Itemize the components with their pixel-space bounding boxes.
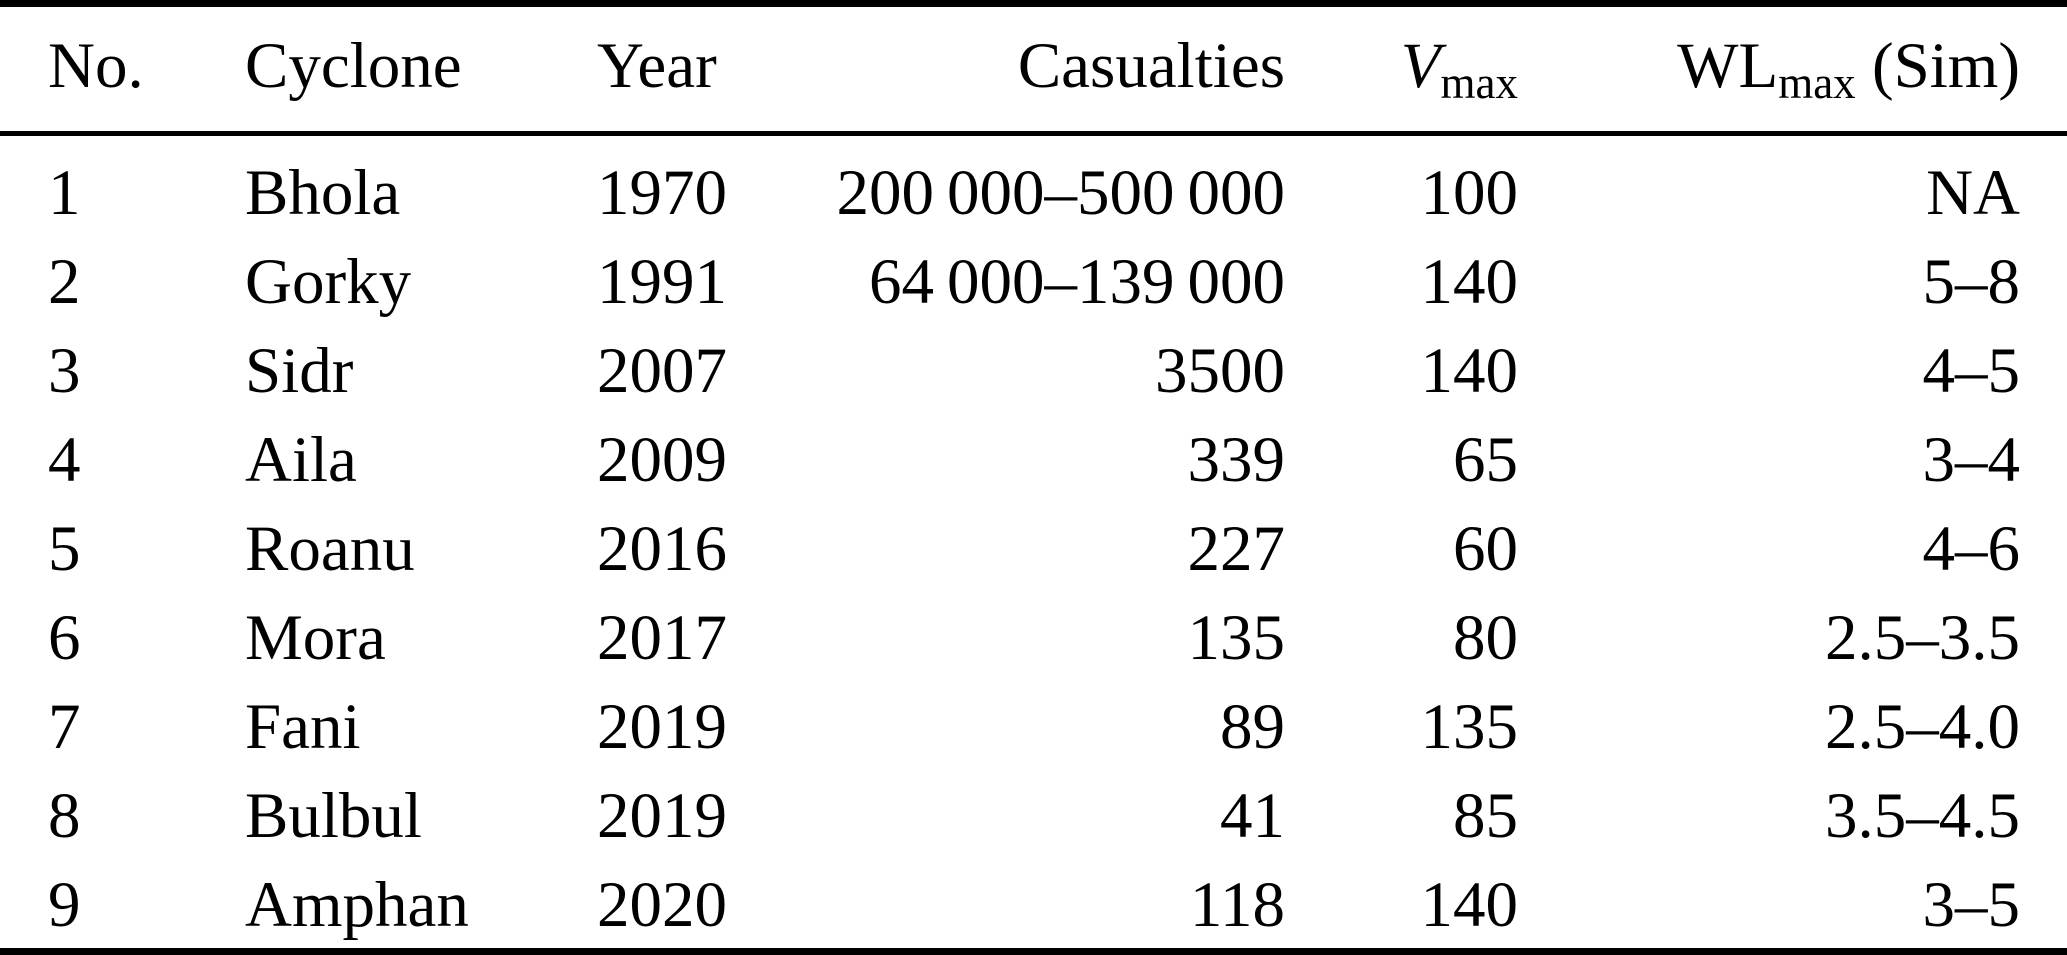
table-row: 9 Amphan 2020 118 140 3–5	[0, 861, 2067, 950]
cell-cyclone: Aila	[245, 424, 357, 496]
cell-casualties: 89	[1220, 691, 1285, 763]
table-bottom-rule	[0, 948, 2067, 955]
cell-no: 4	[48, 424, 81, 496]
cell-wlmax: 3–4	[1922, 424, 2021, 496]
cell-year: 2007	[597, 335, 727, 407]
cell-no: 5	[48, 513, 81, 585]
wlmax-subscript: max	[1778, 57, 1856, 108]
cell-cyclone: Fani	[245, 691, 361, 763]
cell-vmax: 140	[1420, 869, 1519, 941]
cell-cyclone: Mora	[245, 602, 386, 674]
cell-wlmax: 2.5–4.0	[1825, 691, 2020, 763]
cell-wlmax: 4–5	[1922, 335, 2021, 407]
column-header-year: Year	[597, 30, 717, 102]
wlmax-symbol: WL	[1677, 30, 1779, 102]
cell-no: 9	[48, 869, 81, 941]
cell-wlmax: 5–8	[1922, 246, 2021, 318]
cell-vmax: 140	[1420, 246, 1519, 318]
vmax-symbol: V	[1400, 30, 1441, 102]
cell-casualties: 227	[1187, 513, 1286, 585]
column-header-no: No.	[48, 30, 144, 102]
table-header-rule	[0, 131, 2067, 136]
cell-casualties: 64 000–139 000	[868, 246, 1285, 318]
cell-vmax: 100	[1420, 157, 1519, 229]
cell-cyclone: Roanu	[245, 513, 415, 585]
cell-cyclone: Sidr	[245, 335, 354, 407]
cell-casualties: 41	[1220, 780, 1285, 852]
cell-vmax: 65	[1453, 424, 1518, 496]
cell-year: 1970	[597, 157, 727, 229]
cell-year: 2017	[597, 602, 727, 674]
cell-casualties: 3500	[1155, 335, 1285, 407]
table-row: 7 Fani 2019 89 135 2.5–4.0	[0, 683, 2067, 772]
column-header-cyclone: Cyclone	[245, 30, 462, 102]
cell-wlmax: 3.5–4.5	[1825, 780, 2020, 852]
table-row: 8 Bulbul 2019 41 85 3.5–4.5	[0, 772, 2067, 861]
cell-wlmax: 3–5	[1922, 869, 2021, 941]
cell-casualties: 118	[1189, 869, 1285, 941]
cell-casualties: 200 000–500 000	[836, 157, 1285, 229]
cell-vmax: 135	[1420, 691, 1519, 763]
table-row: 1 Bhola 1970 200 000–500 000 100 NA	[0, 149, 2067, 238]
cell-wlmax: 4–6	[1922, 513, 2021, 585]
table-header-row: No. Cyclone Year Casualties Vmax WLmax (…	[0, 7, 2067, 131]
cell-no: 1	[48, 157, 81, 229]
column-header-casualties: Casualties	[1017, 30, 1285, 102]
cell-no: 7	[48, 691, 81, 763]
table-row: 4 Aila 2009 339 65 3–4	[0, 416, 2067, 505]
cell-year: 2009	[597, 424, 727, 496]
table-row: 3 Sidr 2007 3500 140 4–5	[0, 327, 2067, 416]
cell-casualties: 339	[1187, 424, 1286, 496]
table-row: 5 Roanu 2016 227 60 4–6	[0, 505, 2067, 594]
cell-vmax: 80	[1453, 602, 1518, 674]
cell-cyclone: Bhola	[245, 157, 401, 229]
cell-cyclone: Bulbul	[245, 780, 422, 852]
cell-year: 1991	[597, 246, 727, 318]
cell-year: 2019	[597, 691, 727, 763]
wlmax-suffix: (Sim)	[1855, 30, 2020, 102]
cell-no: 3	[48, 335, 81, 407]
cell-vmax: 85	[1453, 780, 1518, 852]
table-body: 1 Bhola 1970 200 000–500 000 100 NA 2 Go…	[0, 136, 2067, 950]
cell-cyclone: Amphan	[245, 869, 469, 941]
cell-year: 2016	[597, 513, 727, 585]
cell-no: 8	[48, 780, 81, 852]
cell-year: 2019	[597, 780, 727, 852]
column-header-wlmax: WLmax (Sim)	[1518, 7, 2020, 131]
column-header-vmax: Vmax	[1285, 7, 1518, 131]
cell-vmax: 60	[1453, 513, 1518, 585]
table-row: 6 Mora 2017 135 80 2.5–3.5	[0, 594, 2067, 683]
cell-wlmax: NA	[1926, 157, 2020, 229]
cell-wlmax: 2.5–3.5	[1825, 602, 2020, 674]
cell-year: 2020	[597, 869, 727, 941]
cell-casualties: 135	[1187, 602, 1286, 674]
cell-vmax: 140	[1420, 335, 1519, 407]
cell-cyclone: Gorky	[245, 246, 412, 318]
cell-no: 6	[48, 602, 81, 674]
cell-no: 2	[48, 246, 81, 318]
table-row: 2 Gorky 1991 64 000–139 000 140 5–8	[0, 238, 2067, 327]
table-top-rule	[0, 0, 2067, 7]
vmax-subscript: max	[1440, 57, 1518, 108]
